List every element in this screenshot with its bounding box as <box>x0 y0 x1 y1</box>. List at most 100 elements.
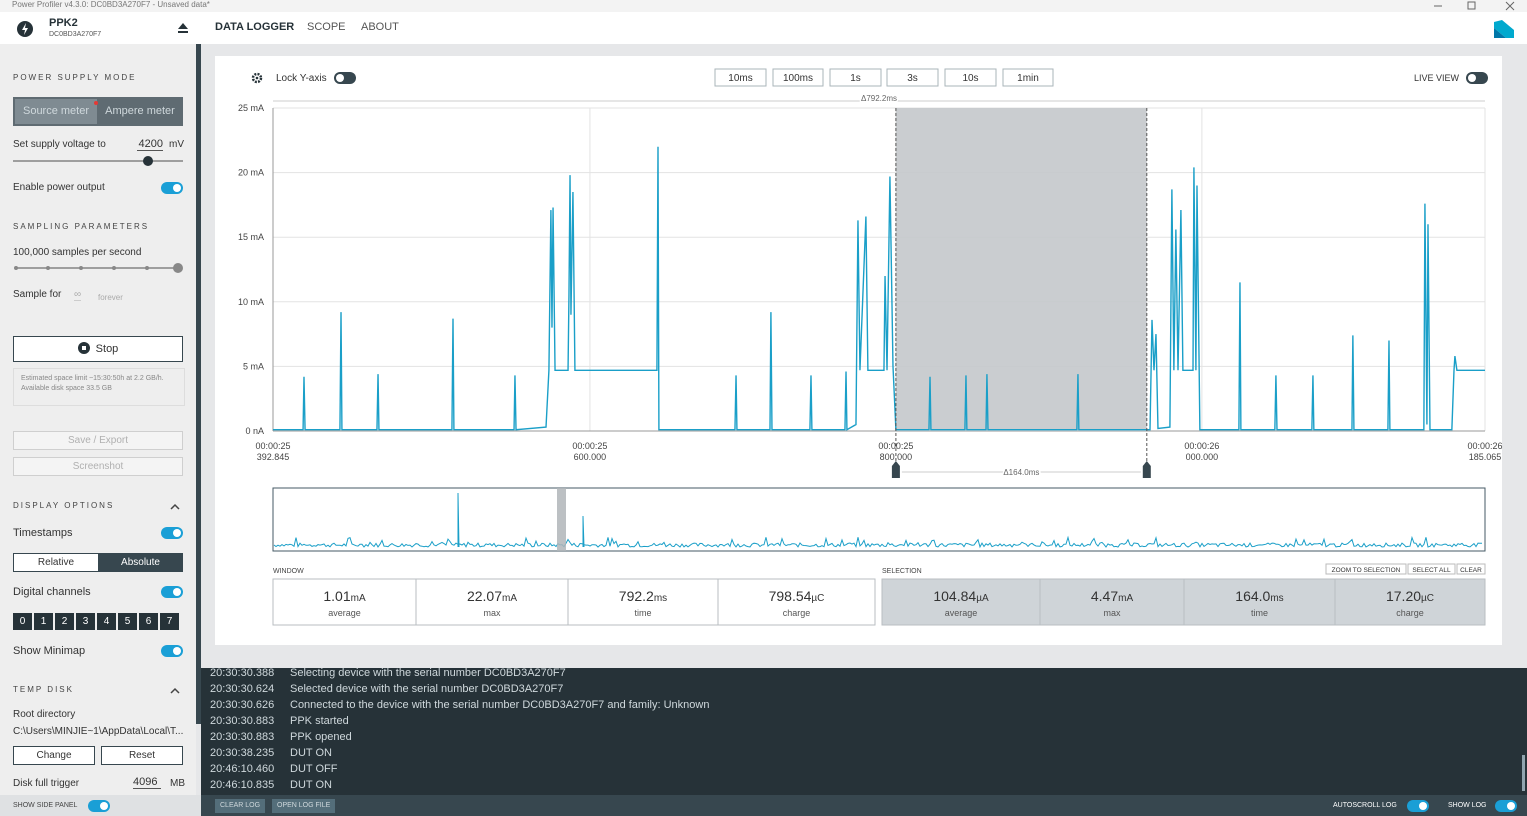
toggle[interactable] <box>1495 800 1517 812</box>
log-message: DUT ON <box>290 747 332 759</box>
log-scrollbar[interactable] <box>1522 755 1525 791</box>
window-button-label[interactable]: 10ms <box>728 73 752 84</box>
window-button[interactable] <box>1002 68 1054 87</box>
nav-tab[interactable]: SCOPE <box>307 21 346 33</box>
device-serial: DC0BD3A270F7 <box>49 31 102 38</box>
window-button[interactable] <box>829 68 882 87</box>
minimap-window[interactable] <box>557 488 566 551</box>
channel-button[interactable]: 3 <box>76 613 95 630</box>
duration-unit[interactable]: forever <box>98 293 123 302</box>
log-time: 20:30:30.624 <box>210 683 275 695</box>
selection-handle[interactable] <box>891 461 900 478</box>
stop-button[interactable]: Stop <box>13 336 183 362</box>
stat-label: time <box>1251 608 1268 618</box>
stat-unit: µC <box>1421 593 1434 604</box>
stat-value: 4.47mA <box>1091 588 1134 604</box>
selection-action[interactable] <box>1456 563 1486 575</box>
stats-label: SELECTION <box>882 568 922 575</box>
selection-handle[interactable] <box>1142 461 1151 478</box>
duration-input[interactable]: ∞ <box>74 289 82 301</box>
window-button-label[interactable]: 1min <box>1017 73 1039 84</box>
stat-value: 104.84µA <box>933 588 989 604</box>
collapse-icon[interactable] <box>170 503 180 511</box>
y-tick-label: 20 mA <box>238 168 264 178</box>
window-title: Power Profiler v4.3.0: DC0BD3A270F7 - Un… <box>12 0 210 9</box>
side-panel <box>0 44 196 795</box>
selection-action[interactable] <box>1407 563 1456 575</box>
change-button[interactable]: Change <box>13 746 95 765</box>
window-button-label[interactable]: 1s <box>850 73 861 84</box>
export-button[interactable]: Save / Export <box>13 431 183 450</box>
window-button-label[interactable]: 10s <box>962 73 978 84</box>
slider-knob[interactable] <box>143 156 153 166</box>
footer-left: SHOW SIDE PANEL <box>0 795 201 816</box>
toggle[interactable] <box>161 527 183 539</box>
channel-button[interactable]: 4 <box>97 613 116 630</box>
settings-icon[interactable] <box>251 72 263 84</box>
trigger-input[interactable]: 4096 <box>133 776 161 789</box>
selection-action-label[interactable]: SELECT ALL <box>1412 567 1451 574</box>
selection[interactable] <box>895 108 1147 431</box>
channel-button[interactable]: 1 <box>34 613 53 630</box>
toggle[interactable] <box>88 800 110 812</box>
scrollbar[interactable] <box>196 44 201 724</box>
channel-button[interactable]: 0 <box>13 613 32 630</box>
channel-button[interactable]: 6 <box>139 613 158 630</box>
footer-button[interactable]: OPEN LOG FILE <box>272 799 336 813</box>
stat-label: average <box>945 608 978 618</box>
log-time: 20:30:30.626 <box>210 699 275 711</box>
section-heading: POWER SUPPLY MODE <box>13 73 137 82</box>
minimap[interactable] <box>272 487 1486 552</box>
mode-option[interactable]: Source meter <box>15 99 97 124</box>
label: Root directory <box>13 709 76 720</box>
log-message: Connected to the device with the serial … <box>290 699 710 711</box>
stat-number: 17.20 <box>1386 588 1421 604</box>
header: PPK2 DC0BD3A270F7 DATA LOGGER SCOPE ABOU… <box>0 12 1527 44</box>
stat-value: 792.2ms <box>619 588 667 604</box>
label: Disk full trigger <box>13 778 80 789</box>
toggle[interactable] <box>161 182 183 194</box>
nav-tab[interactable]: ABOUT <box>361 21 399 33</box>
label: Enable power output <box>13 182 105 193</box>
collapse-icon[interactable] <box>170 687 180 695</box>
mode-option[interactable]: Ampere meter <box>105 105 175 117</box>
window-button[interactable] <box>772 68 824 87</box>
log-message: PPK started <box>290 715 349 727</box>
reset-button[interactable]: Reset <box>101 746 183 765</box>
window-button[interactable] <box>886 68 939 87</box>
window-button-label[interactable]: 100ms <box>783 73 813 84</box>
window-button-label[interactable]: 3s <box>907 73 918 84</box>
x-tick-label: 00:00:25 392.845 <box>255 441 290 462</box>
toggle[interactable] <box>1407 800 1429 812</box>
stat-unit: ms <box>1270 593 1283 604</box>
y-tick-label: 25 mA <box>238 103 264 113</box>
eject-icon[interactable] <box>177 22 189 34</box>
channel-button[interactable]: 5 <box>118 613 137 630</box>
window-controls[interactable] <box>1430 0 1527 12</box>
selection-action-label[interactable]: CLEAR <box>1460 567 1482 574</box>
log-time: 20:30:30.883 <box>210 731 275 743</box>
selection-action-label[interactable]: ZOOM TO SELECTION <box>1332 567 1401 574</box>
screenshot-button[interactable]: Screenshot <box>13 457 183 476</box>
voltage-input[interactable]: 4200 <box>137 138 163 151</box>
x-tick-label: 00:00:25 600.000 <box>572 441 607 462</box>
nav-tab[interactable]: DATA LOGGER <box>215 21 295 33</box>
log-time: 20:30:38.235 <box>210 747 275 759</box>
time-mode[interactable]: Relative <box>13 553 99 572</box>
root-path: C:\Users\MINJIE~1\AppData\Local\T... <box>13 726 184 737</box>
toggle[interactable] <box>161 645 183 657</box>
window-delta: Δ792.2ms <box>861 94 897 103</box>
channel-button[interactable]: 2 <box>55 613 74 630</box>
toggle-knob <box>1468 74 1476 82</box>
stats-label: WINDOW <box>273 568 304 575</box>
window-button[interactable] <box>944 68 997 87</box>
label: Sample for <box>13 289 62 300</box>
window-button[interactable] <box>714 68 767 87</box>
selection-action[interactable] <box>1325 563 1407 575</box>
stat-value: 17.20µC <box>1386 588 1434 604</box>
time-mode[interactable]: Absolute <box>98 553 183 572</box>
toggle[interactable] <box>161 586 183 598</box>
channel-button[interactable]: 7 <box>160 613 179 630</box>
footer-button[interactable]: CLEAR LOG <box>215 799 266 813</box>
